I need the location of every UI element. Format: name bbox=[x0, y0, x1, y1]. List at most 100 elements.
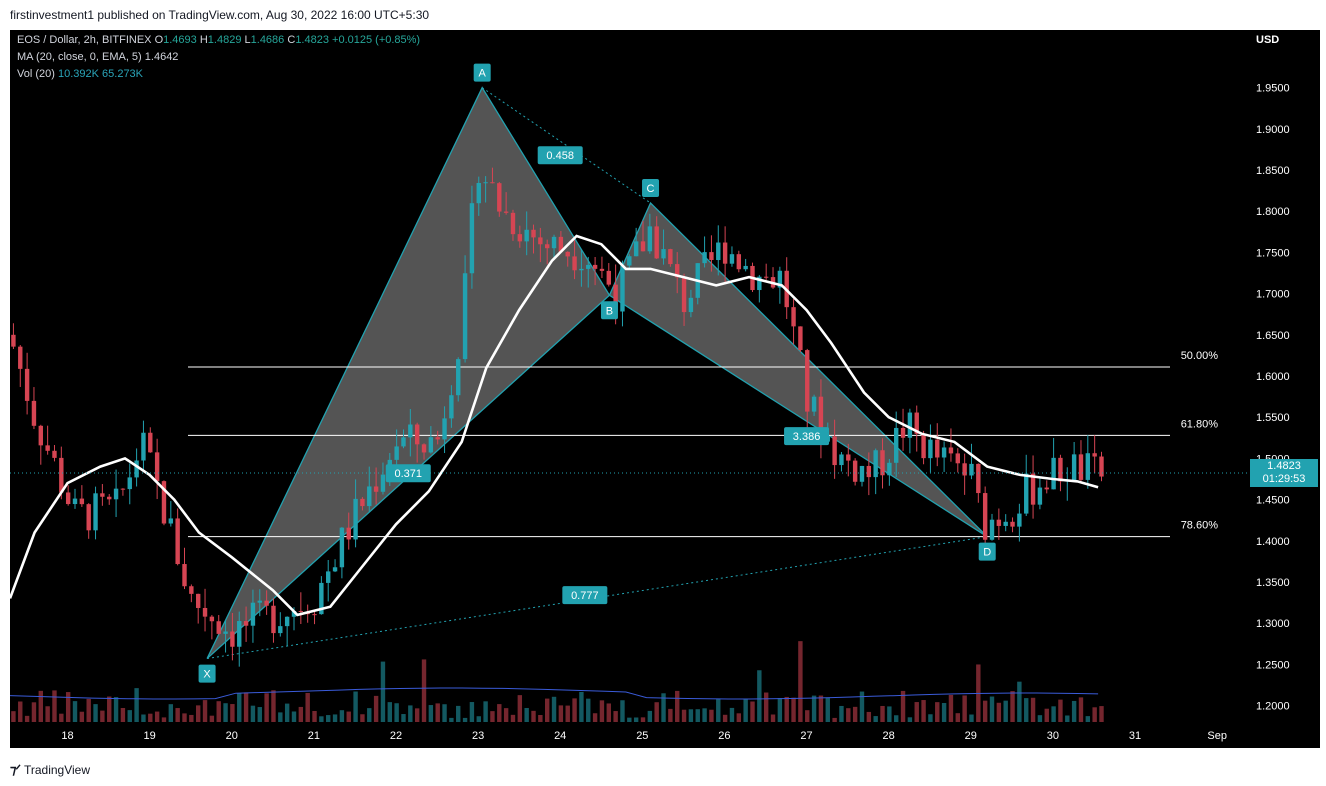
candle-body bbox=[360, 498, 365, 507]
volume-bar bbox=[387, 702, 393, 722]
volume-bar bbox=[777, 698, 783, 722]
candle-body bbox=[859, 465, 865, 482]
fib-label: 78.60% bbox=[1181, 520, 1219, 532]
volume-bar bbox=[401, 714, 406, 722]
fib-label: 61.80% bbox=[1181, 418, 1219, 430]
volume-bar bbox=[729, 707, 735, 722]
volume-bar bbox=[414, 708, 420, 722]
candle-body bbox=[866, 465, 872, 478]
volume-bar bbox=[127, 710, 132, 722]
candle-body bbox=[743, 265, 748, 270]
candle-body bbox=[45, 445, 50, 451]
candle-body bbox=[189, 586, 194, 594]
candle-body bbox=[100, 493, 105, 497]
candle-body bbox=[688, 297, 694, 313]
ema-line bbox=[10, 234, 1099, 617]
time-tick-label: 30 bbox=[1047, 730, 1059, 742]
tradingview-brand[interactable]: ⁊ᐟ TradingView bbox=[10, 762, 90, 778]
volume-bar bbox=[763, 692, 769, 722]
point-label-x-box bbox=[198, 664, 216, 683]
price-chart[interactable]: 50.00% 61.80% 78.60% X A B C D 0.458 0.371 3.386 0… bbox=[10, 30, 1250, 722]
candle-body bbox=[729, 254, 735, 264]
volume-bar bbox=[449, 717, 454, 722]
volume-bar bbox=[65, 692, 71, 722]
candle-body bbox=[531, 229, 536, 238]
volume-bar bbox=[620, 700, 625, 722]
volume-bar bbox=[182, 713, 187, 722]
volume-bar bbox=[928, 714, 933, 722]
volume-bar bbox=[538, 715, 543, 722]
candle-body bbox=[298, 610, 304, 612]
price-tick-label: 1.4000 bbox=[1256, 536, 1290, 548]
volume-bar bbox=[1058, 699, 1063, 722]
volume-bar bbox=[79, 711, 85, 722]
volume-bar bbox=[948, 694, 954, 722]
candle-body bbox=[154, 452, 160, 482]
volume-bar bbox=[941, 702, 947, 722]
volume-bar bbox=[38, 690, 43, 722]
volume-bar bbox=[716, 698, 721, 722]
candle-body bbox=[223, 631, 228, 634]
candle-body bbox=[633, 241, 639, 257]
candle-body bbox=[935, 439, 940, 458]
candle-body bbox=[107, 496, 112, 500]
volume-bar bbox=[243, 692, 249, 722]
candle-body bbox=[681, 277, 687, 313]
candle-body bbox=[65, 492, 71, 505]
price-tick-label: 1.7000 bbox=[1256, 289, 1290, 301]
candle-body bbox=[353, 498, 358, 540]
volume-bar bbox=[476, 716, 481, 722]
candle-body bbox=[380, 474, 386, 492]
candle-body bbox=[852, 460, 858, 482]
candle-body bbox=[319, 582, 324, 615]
volume-bar bbox=[216, 701, 221, 722]
candle-body bbox=[551, 236, 557, 249]
volume-bar bbox=[202, 700, 208, 722]
candle-body bbox=[839, 454, 844, 466]
volume-bar bbox=[93, 704, 98, 722]
chart-pane[interactable]: 50.00% 61.80% 78.60% X A B C D 0.458 0.371 3.386 0… bbox=[10, 30, 1250, 722]
legend-vol-value: 10.392K bbox=[57, 68, 99, 80]
ratio-label-box bbox=[537, 146, 583, 165]
time-axis[interactable]: 18 19 20 21 22 23 24 25 26 27 28 29 30 31 Sep bbox=[10, 722, 1320, 748]
candle-body bbox=[900, 427, 906, 438]
candle-body bbox=[1037, 487, 1043, 505]
volume-bar bbox=[661, 693, 666, 722]
volume-bar bbox=[45, 706, 50, 722]
harmonic-pattern bbox=[206, 86, 988, 660]
candle-body bbox=[1024, 473, 1029, 514]
candle-body bbox=[538, 237, 543, 245]
point-label-c: C bbox=[647, 183, 655, 195]
candle-body bbox=[18, 346, 23, 369]
candle-body bbox=[284, 616, 290, 627]
volume-bar bbox=[517, 695, 523, 722]
price-tick-label: 1.4500 bbox=[1256, 495, 1290, 507]
candle-body bbox=[798, 326, 803, 351]
volume-bar bbox=[278, 712, 283, 722]
candle-body bbox=[250, 602, 256, 626]
last-price-tag: 1.4823 01:29:53 bbox=[1250, 458, 1318, 487]
candle-body bbox=[873, 450, 878, 478]
candle-body bbox=[503, 211, 509, 213]
volume-bar bbox=[161, 717, 167, 722]
candle-body bbox=[1010, 521, 1015, 527]
volume-bar bbox=[497, 704, 502, 722]
price-axis[interactable]: USD 1.2000 1.2500 1.3000 1.3500 1.4000 1.4500… bbox=[1250, 30, 1320, 722]
volume-bar bbox=[695, 709, 700, 722]
legend-low: 1.4686 bbox=[250, 34, 285, 46]
price-tick-label: 1.3500 bbox=[1256, 577, 1290, 589]
volume-bar bbox=[305, 692, 310, 722]
volume-bar bbox=[1051, 706, 1056, 722]
candle-body bbox=[914, 412, 919, 434]
candle-body bbox=[216, 621, 221, 634]
volume-bar bbox=[1003, 700, 1008, 722]
candle-body bbox=[982, 493, 988, 540]
candle-body bbox=[79, 498, 85, 505]
candle-body bbox=[401, 437, 406, 447]
volume-bar bbox=[1071, 700, 1077, 722]
volume-bar bbox=[223, 703, 228, 722]
volume-bar bbox=[798, 641, 803, 722]
candle-body bbox=[367, 486, 372, 507]
candle-body bbox=[120, 488, 126, 490]
volume-bar bbox=[887, 706, 892, 722]
